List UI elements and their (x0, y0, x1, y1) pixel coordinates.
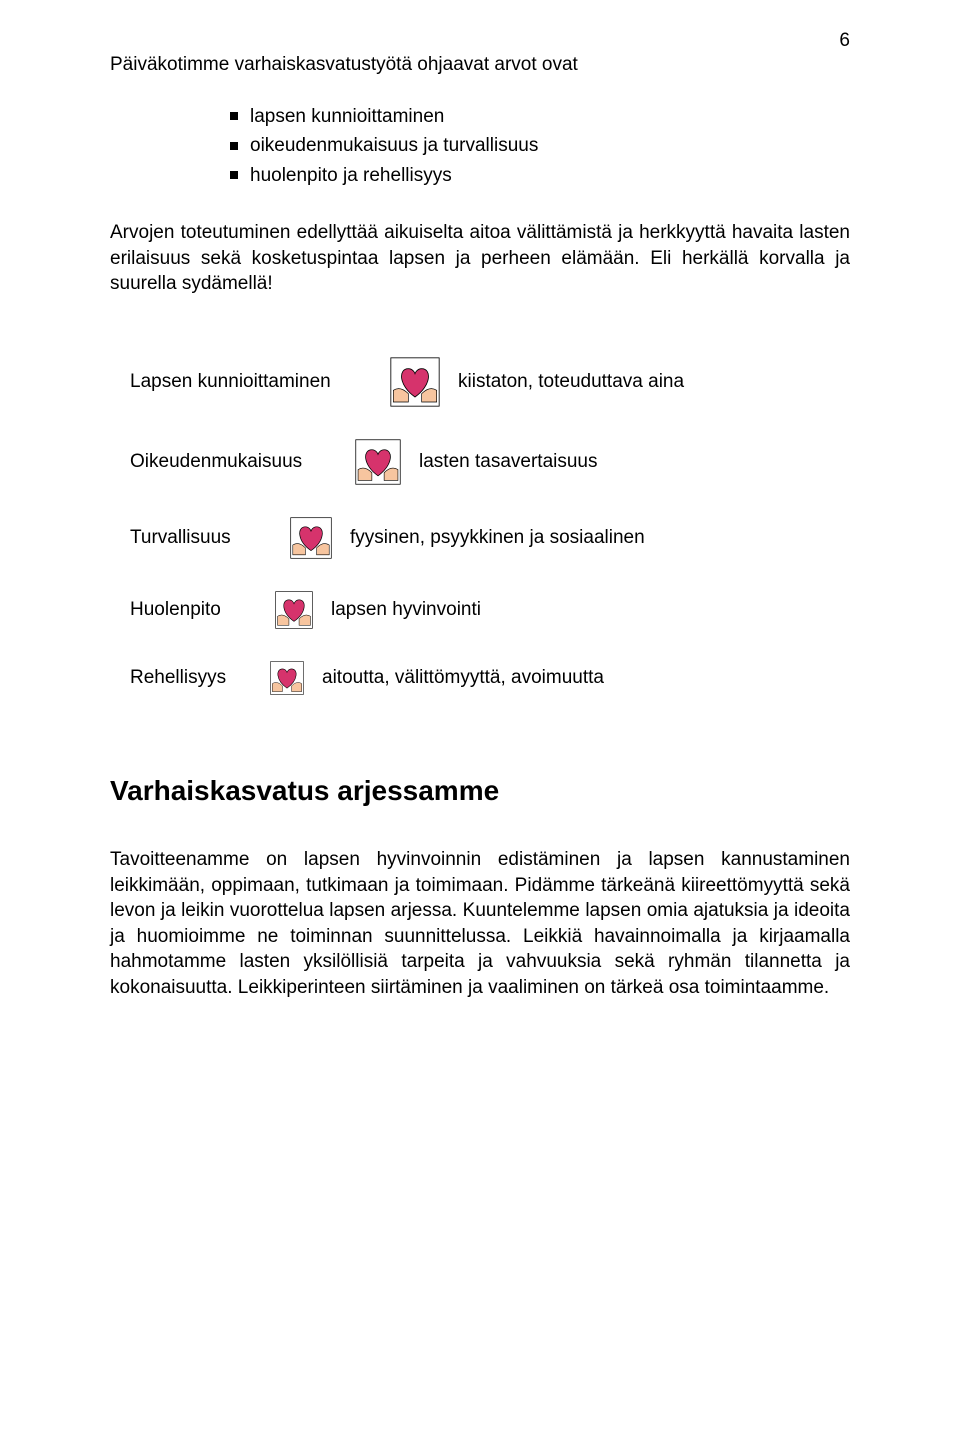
value-label: Rehellisyys (130, 667, 240, 689)
heart-in-hands-icon (270, 661, 304, 695)
value-row: Lapsen kunnioittaminen kiistaton, toteud… (130, 357, 850, 407)
document-page: 6 Päiväkotimme varhaiskasvatustyötä ohja… (0, 0, 960, 1432)
explanation-paragraph: Arvojen toteutuminen edellyttää aikuisel… (110, 220, 850, 297)
bullet-square-icon (230, 171, 238, 179)
heart-in-hands-icon (355, 439, 401, 485)
section-heading: Varhaiskasvatus arjessamme (110, 775, 850, 807)
bullet-text: huolenpito ja rehellisyys (250, 161, 452, 190)
list-item: lapsen kunnioittaminen (230, 102, 850, 131)
list-item: huolenpito ja rehellisyys (230, 161, 850, 190)
list-item: oikeudenmukaisuus ja turvallisuus (230, 131, 850, 160)
value-row: Turvallisuus fyysinen, psyykkinen ja sos… (130, 517, 850, 559)
intro-paragraph: Päiväkotimme varhaiskasvatustyötä ohjaav… (110, 52, 850, 78)
heart-in-hands-icon (390, 357, 440, 407)
bullet-text: lapsen kunnioittaminen (250, 102, 444, 131)
value-description: aitoutta, välittömyyttä, avoimuutta (322, 667, 604, 689)
value-label: Lapsen kunnioittaminen (130, 371, 360, 393)
value-row: Oikeudenmukaisuus lasten tasavertaisuus (130, 439, 850, 485)
values-section: Lapsen kunnioittaminen kiistaton, toteud… (130, 357, 850, 695)
value-description: lasten tasavertaisuus (419, 451, 598, 473)
value-label: Turvallisuus (130, 527, 260, 549)
heart-in-hands-icon (290, 517, 332, 559)
value-row: Rehellisyys aitoutta, välittömyyttä, avo… (130, 661, 850, 695)
heart-in-hands-icon (275, 591, 313, 629)
body-paragraph: Tavoitteenamme on lapsen hyvinvoinnin ed… (110, 847, 850, 1001)
value-label: Huolenpito (130, 599, 245, 621)
value-label: Oikeudenmukaisuus (130, 451, 325, 473)
bullet-text: oikeudenmukaisuus ja turvallisuus (250, 131, 538, 160)
bullet-square-icon (230, 142, 238, 150)
page-number: 6 (839, 30, 850, 52)
value-row: Huolenpito lapsen hyvinvointi (130, 591, 850, 629)
bullet-square-icon (230, 112, 238, 120)
value-description: lapsen hyvinvointi (331, 599, 481, 621)
value-description: kiistaton, toteuduttava aina (458, 371, 684, 393)
value-description: fyysinen, psyykkinen ja sosiaalinen (350, 527, 645, 549)
bullet-list: lapsen kunnioittaminen oikeudenmukaisuus… (230, 102, 850, 190)
